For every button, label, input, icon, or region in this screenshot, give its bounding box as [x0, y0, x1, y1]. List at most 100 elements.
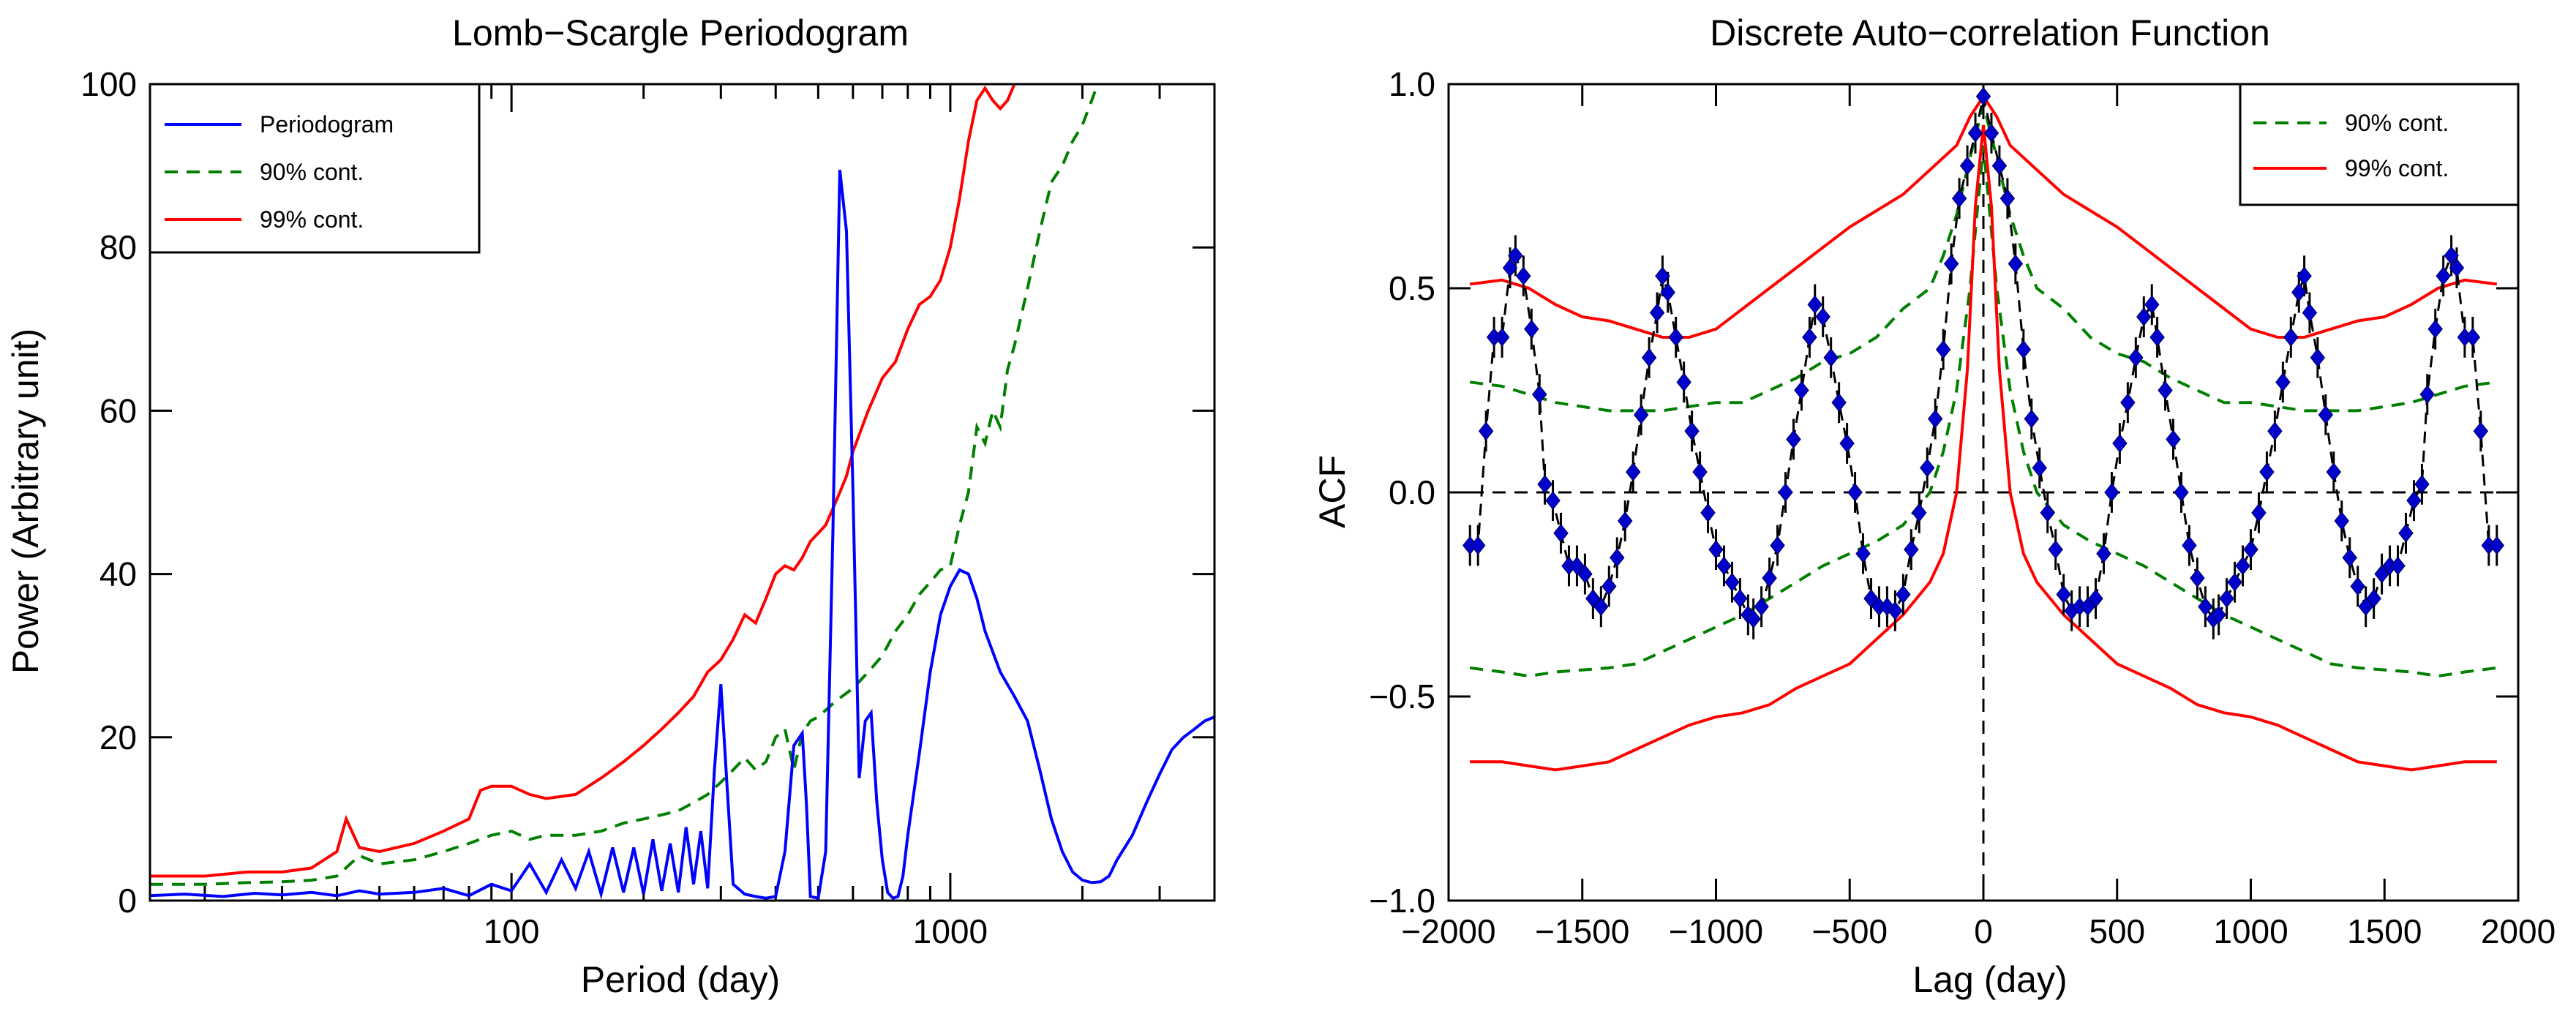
acf-point — [1943, 254, 1959, 274]
legend-label-90-cont: 90% cont. — [260, 159, 364, 185]
acf-point — [1625, 462, 1641, 481]
acf-point — [1553, 523, 1569, 543]
y-tick-label: 0.0 — [1389, 473, 1435, 511]
acf-point — [1888, 601, 1903, 620]
acf-point — [2211, 605, 2226, 625]
acf-point — [2048, 540, 2063, 559]
acf-title: Discrete Auto−correlation Function — [1710, 12, 2270, 53]
periodogram-frame — [149, 83, 1216, 902]
acf-legend: 90% cont. 99% cont. — [2239, 83, 2520, 206]
acf-point — [2040, 503, 2055, 522]
acf-x-label: Lag (day) — [1912, 959, 2067, 1000]
acf-point — [1532, 385, 1547, 404]
periodogram-series-group — [150, 84, 1214, 901]
acf-point — [1831, 393, 1847, 413]
acf-point — [2056, 585, 2071, 604]
acf-point — [1641, 348, 1657, 367]
acf-point — [2080, 597, 2095, 617]
acf-point — [2419, 385, 2435, 404]
acf-point — [1610, 548, 1625, 568]
acf-y-label: ACF — [1312, 455, 1353, 528]
acf-point — [2259, 462, 2275, 481]
acf-point — [2444, 246, 2459, 266]
acf-point — [2144, 295, 2160, 315]
band-99-cont-lower — [1470, 124, 2497, 772]
acf-point — [1649, 303, 1665, 323]
legend-box — [149, 83, 481, 254]
acf-series-group — [1449, 84, 2518, 901]
acf-point — [2128, 348, 2144, 367]
acf-point — [2251, 503, 2267, 522]
periodogram-legend: Periodogram 90% cont. 99% cont. — [149, 83, 481, 254]
acf-point — [1724, 572, 1740, 592]
series-periodogram — [150, 169, 1214, 901]
acf-point — [2267, 421, 2283, 441]
periodogram-x-label: Period (day) — [581, 959, 780, 1000]
y-tick-label: −0.5 — [1369, 677, 1435, 716]
acf-point — [1802, 328, 1817, 347]
acf-point — [1545, 491, 1561, 510]
acf-point — [1569, 556, 1585, 576]
series-99-cont — [150, 84, 1016, 878]
acf-point — [2398, 523, 2414, 543]
acf-point — [2489, 536, 2505, 555]
acf-point — [1676, 372, 1691, 392]
acf-point — [1708, 540, 1724, 559]
acf-point — [1537, 475, 1552, 494]
acf-point — [1794, 380, 1809, 400]
acf-point — [2390, 556, 2406, 576]
acf-point — [2366, 589, 2381, 608]
periodogram-panel: Lomb−Scargle Periodogram Period (day) Po… — [5, 12, 1216, 1000]
acf-point — [1585, 589, 1601, 608]
acf-point — [2227, 572, 2242, 592]
acf-point — [2120, 393, 2136, 413]
acf-point — [1920, 458, 1935, 478]
legend-label-periodogram: Periodogram — [260, 111, 394, 138]
acf-point — [1762, 568, 1777, 587]
acf-point — [1660, 282, 1675, 302]
acf-point — [2219, 589, 2234, 608]
acf-point — [1716, 556, 1732, 576]
acf-point — [2096, 544, 2111, 563]
y-tick-label: 0.5 — [1389, 269, 1435, 307]
periodogram-y-label: Power (Arbitrary unit) — [5, 328, 46, 674]
acf-point — [1863, 589, 1879, 608]
acf-point — [1617, 511, 1633, 530]
acf-point — [2342, 548, 2357, 568]
y-tick-label: −1.0 — [1369, 882, 1435, 920]
acf-point — [1904, 540, 1919, 559]
y-tick-label: 20 — [99, 718, 137, 756]
acf-point — [1975, 86, 1991, 106]
y-tick-label: 0 — [118, 882, 137, 920]
x-tick-label: −1000 — [1669, 912, 1763, 950]
legend-box — [2239, 83, 2520, 206]
acf-point — [2358, 597, 2373, 617]
acf-point — [1896, 585, 1911, 604]
acf-point — [2465, 328, 2481, 347]
acf-point — [1746, 609, 1761, 628]
x-tick-label: −2000 — [1401, 912, 1495, 950]
x-tick-label: −500 — [1811, 912, 1888, 950]
acf-point — [1700, 503, 1716, 522]
acf-point — [2414, 475, 2430, 494]
acf-point — [2198, 597, 2213, 617]
acf-point — [2104, 483, 2119, 502]
acf-point — [2310, 348, 2326, 367]
acf-ticks: −1.0 −0.5 0.0 0.5 1.0 −2000 −1500 −1000 −500 0 500… — [1369, 65, 2556, 950]
acf-point — [1778, 483, 1793, 502]
acf-point — [2182, 536, 2197, 555]
acf-point — [2016, 339, 2032, 359]
acf-point — [1754, 597, 1769, 617]
y-tick-label: 1.0 — [1389, 65, 1435, 103]
periodogram-title: Lomb−Scargle Periodogram — [452, 12, 909, 53]
acf-point — [1786, 429, 1801, 449]
acf-point — [1633, 405, 1649, 424]
acf-point — [1999, 189, 2016, 209]
acf-point — [2436, 266, 2451, 286]
acf-point — [1732, 589, 1748, 608]
acf-frame — [1447, 83, 2520, 902]
acf-point — [1855, 544, 1871, 563]
acf-point — [2297, 266, 2312, 286]
x-tick-label: 1500 — [2347, 912, 2422, 950]
acf-point — [2158, 380, 2173, 400]
